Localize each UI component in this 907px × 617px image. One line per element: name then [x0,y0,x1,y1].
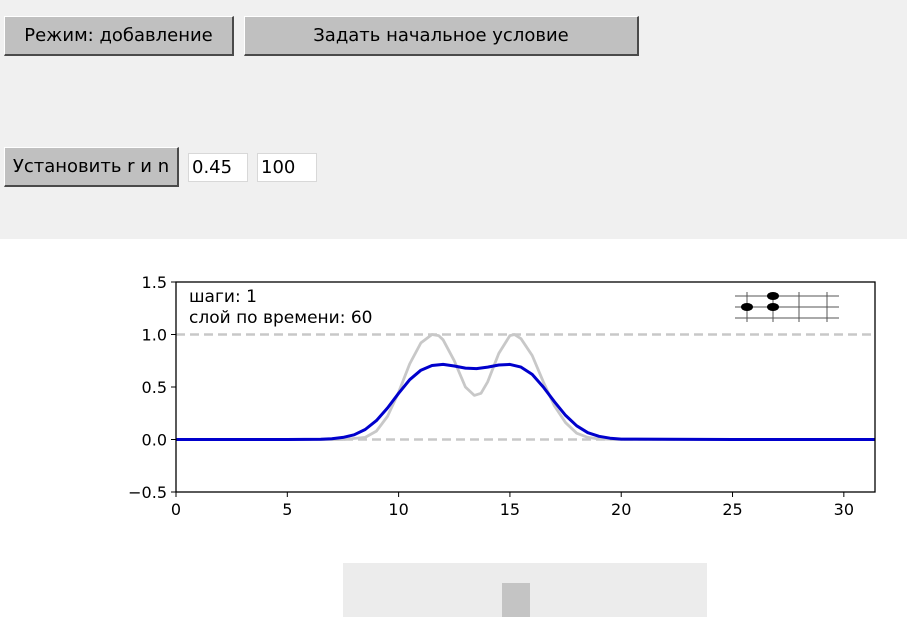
plot-background [176,282,875,492]
series-line-0 [176,333,875,441]
r-input[interactable] [188,153,248,182]
y-tick-label: 1.0 [142,326,167,345]
y-tick-label: −0.5 [128,483,167,502]
set-initial-condition-button[interactable]: Задать начальное условие [244,16,639,56]
plot-area: 0 5 10 15 20 25 30 −0.5 0.0 0.5 1.0 1.5 шаги: 1 сл… [128,273,876,519]
mode-button[interactable]: Режим: добавление [4,16,234,56]
time-layer-annotation: слой по времени: 60 [189,308,372,328]
x-tick-label: 20 [611,500,631,519]
x-tick-label: 0 [171,500,181,519]
grid-points-icon[interactable] [735,292,839,322]
x-tick-label: 5 [282,500,292,519]
steps-annotation: шаги: 1 [189,287,257,307]
slider-handle[interactable] [502,583,530,617]
y-tick-label: 1.5 [142,273,167,292]
n-input[interactable] [257,153,317,182]
x-tick-label: 25 [722,500,742,519]
y-tick-label: 0.0 [142,431,167,450]
series-line-1 [176,362,875,441]
x-tick-label: 30 [834,500,854,519]
x-axis: 0 5 10 15 20 25 30 [171,492,854,519]
x-tick-label: 10 [388,500,408,519]
y-tick-label: 0.5 [142,378,167,397]
x-tick-label: 15 [500,500,520,519]
series-layer [176,333,875,441]
time-slider[interactable] [343,563,707,617]
set-r-n-button[interactable]: Установить r и n [4,147,179,187]
control-panel: Режим: добавление Задать начальное услов… [0,0,907,239]
y-axis: −0.5 0.0 0.5 1.0 1.5 [128,273,176,502]
